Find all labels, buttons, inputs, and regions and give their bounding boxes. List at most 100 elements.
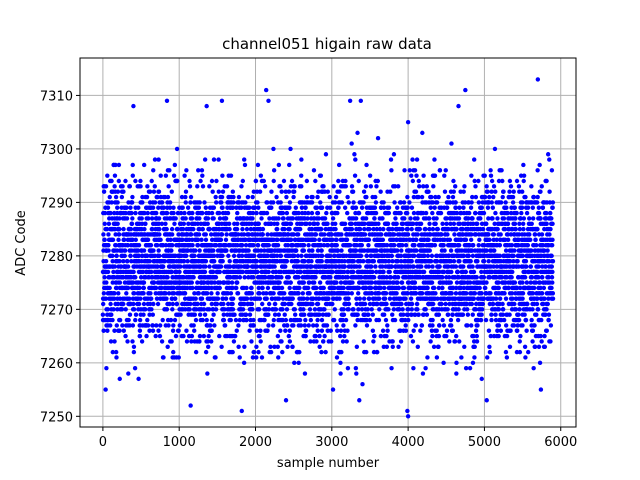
data-point [353,205,359,210]
data-point [195,301,200,307]
data-point [338,280,344,285]
data-point [114,253,119,259]
data-point [156,328,161,333]
data-point [133,178,138,184]
data-point [434,200,440,205]
data-point [327,205,333,210]
data-point [211,157,217,162]
data-point [454,333,459,339]
data-point [476,178,481,184]
data-point [117,226,122,232]
data-point [128,253,133,259]
data-point [183,194,188,200]
data-point [213,307,219,312]
data-point [466,210,472,216]
data-point [284,307,290,312]
data-point [279,275,284,280]
data-point [480,307,485,312]
data-point [217,216,223,221]
data-point [469,301,475,307]
data-point [203,264,208,269]
data-point [226,221,232,226]
data-point [224,232,229,237]
data-point [249,285,254,291]
data-point [389,253,394,259]
data-point [145,323,151,328]
data-point [152,157,158,162]
data-point [106,242,111,248]
data-point [196,232,202,237]
data-point [136,242,142,248]
data-point [199,296,205,301]
data-point [245,194,251,200]
data-point [278,253,284,259]
data-point [324,323,330,328]
data-point [335,210,340,216]
data-point [429,280,435,285]
data-point [245,264,251,269]
data-point [169,339,174,344]
data-point [313,178,318,184]
data-point [110,237,116,243]
data-point [346,307,351,312]
data-point [240,178,246,184]
data-point [130,162,135,168]
data-point [317,237,322,243]
data-point [391,307,397,312]
data-point [244,226,250,232]
data-point [216,189,221,194]
data-point [216,157,221,162]
data-point [236,323,241,328]
data-point [326,296,331,301]
data-point [382,296,388,301]
data-point [227,226,232,232]
data-point [167,200,173,205]
data-point [317,333,322,339]
data-point [453,184,458,189]
data-point [339,232,344,237]
data-point [315,317,320,323]
data-point [289,301,294,307]
data-point [215,296,221,301]
data-point [389,365,394,371]
data-point [223,296,229,301]
data-point [306,323,311,328]
data-point [282,301,288,307]
data-point [156,189,162,194]
data-point [389,264,394,269]
data-point [225,210,231,216]
data-point [349,141,354,146]
data-point [343,317,349,323]
data-point [207,264,212,269]
data-point [112,210,117,216]
data-point [408,296,414,301]
data-point [292,189,297,194]
data-point [314,205,320,210]
data-point [195,221,200,226]
data-point [219,232,225,237]
data-point [115,205,120,210]
data-point [362,301,368,307]
data-point [125,339,130,344]
data-point [452,339,458,344]
data-point [188,232,194,237]
data-point [415,301,420,307]
data-point [147,312,152,317]
data-point [371,275,377,280]
data-point [431,344,437,349]
data-point [453,200,458,205]
data-point [302,259,307,264]
data-point [126,371,131,376]
data-point [424,184,430,189]
data-point [363,216,369,221]
data-point [386,210,392,216]
data-point [442,189,448,194]
data-point [261,178,267,184]
data-point [390,344,395,349]
data-point [190,242,195,248]
data-point [472,291,478,296]
data-point [319,317,325,323]
data-point [258,339,263,344]
data-point [408,333,414,339]
data-point [180,237,185,243]
